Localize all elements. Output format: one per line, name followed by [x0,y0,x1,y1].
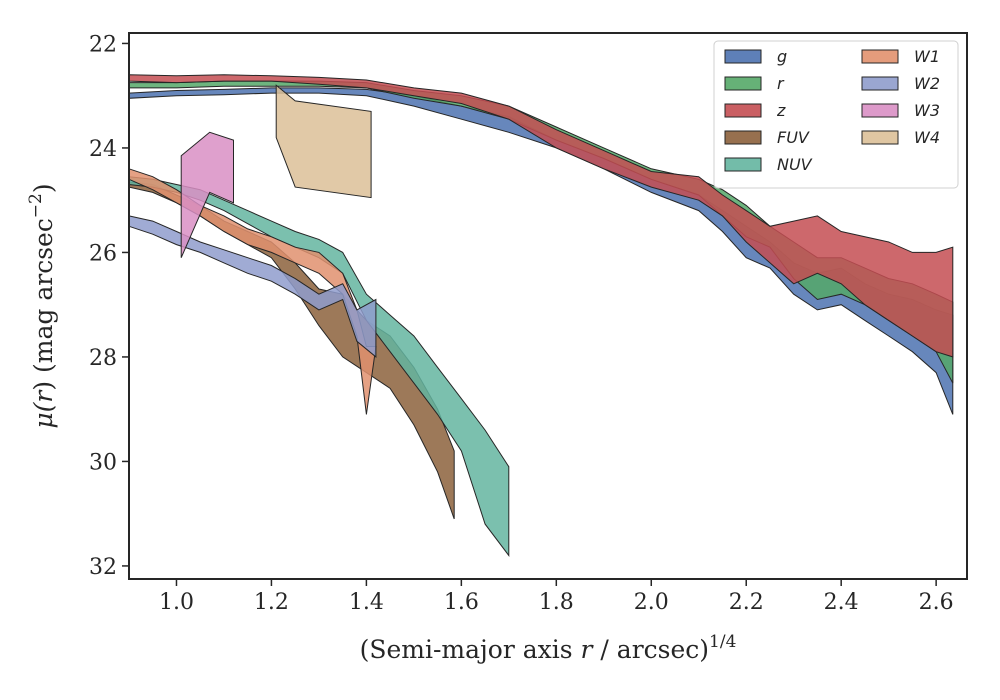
legend-swatch-r [724,76,762,91]
x-axis-label: (Semi-major axis r / arcsec)1/4 [360,632,737,664]
series-bands [128,74,954,557]
legend-label-fuv: FUV [777,128,810,147]
x-tick-label: 2.6 [919,590,954,615]
y-tick-label: 28 [89,346,117,371]
legend-swatch-g [724,49,762,64]
legend: grz FUV NUV W1 W2 W3 W4 [713,40,959,189]
legend-swatch-w2 [861,76,899,91]
y-axis: 22 24 26 28 30 32 [89,32,129,580]
legend-swatch-w4 [861,130,899,145]
legend-label-w1: W1 [914,47,940,66]
y-tick-label: 26 [89,241,117,266]
legend-swatch-z [724,103,762,118]
x-tick-label: 1.4 [349,590,384,615]
plot-frame [128,32,968,580]
legend-swatch-fuv [724,130,762,145]
band-w3 [180,131,234,258]
x-axis: 1.0 1.2 1.4 1.6 1.8 2.0 2.2 2.4 2.6 [159,579,954,615]
x-tick-label: 1.2 [254,590,289,615]
band-w4 [275,84,372,199]
legend-swatch-nuv [724,157,762,172]
x-tick-label: 2.4 [824,590,859,615]
legend-label-z: z [776,101,786,120]
y-tick-label: 32 [89,555,117,580]
x-tick-label: 1.8 [539,590,574,615]
legend-label-w2: W2 [914,74,940,93]
legend-label-r: r [777,74,785,93]
x-tick-label: 2.2 [729,590,764,615]
y-axis-label: μ(r) (mag arcsec−2) [26,183,58,428]
x-tick-label: 1.0 [159,590,194,615]
legend-label-w4: W4 [914,128,940,147]
y-tick-label: 24 [89,137,117,162]
legend-label-nuv: NUV [777,155,813,174]
x-tick-label: 1.6 [444,590,479,615]
band-w1 [128,168,377,415]
y-tick-label: 22 [89,32,117,57]
band-w2 [128,215,377,358]
legend-label-w3: W3 [914,101,940,120]
band-z [128,74,954,358]
legend-swatch-w3 [861,103,899,118]
legend-label-g: g [777,47,787,66]
x-tick-label: 2.0 [634,590,669,615]
y-tick-label: 30 [89,450,117,475]
legend-swatch-w1 [861,49,899,64]
